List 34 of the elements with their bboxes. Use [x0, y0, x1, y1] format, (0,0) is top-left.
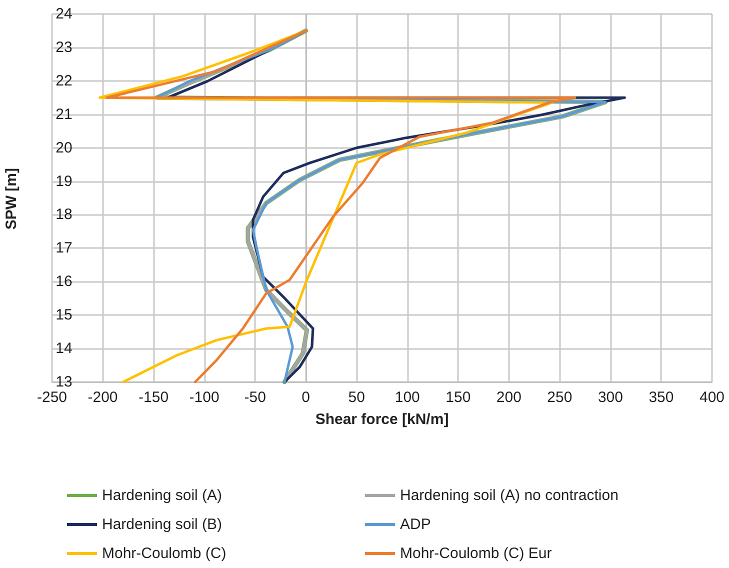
y-tick-label: 24	[56, 6, 72, 22]
x-tick-label: 300	[598, 389, 623, 406]
x-tick-label: 200	[496, 389, 522, 406]
x-tick-label: 400	[699, 389, 725, 406]
x-tick-label: 50	[348, 389, 365, 406]
x-tick-label: 350	[648, 389, 674, 406]
y-tick-label: 19	[56, 172, 72, 190]
legend-label: ADP	[400, 516, 431, 533]
y-tick-label: 23	[56, 38, 72, 56]
y-tick-label: 15	[56, 306, 72, 324]
x-tick-label: 150	[446, 389, 471, 406]
x-axis-title: Shear force [kN/m]	[315, 411, 449, 428]
x-tick-label: -150	[138, 389, 169, 406]
y-tick-label: 22	[56, 72, 72, 90]
y-tick-label: 13	[56, 374, 72, 390]
x-tick-label: -200	[88, 389, 118, 406]
legend-label: Mohr-Coulomb (C)	[102, 545, 226, 562]
y-tick-label: 17	[56, 240, 72, 257]
legend-label: Hardening soil (B)	[102, 516, 222, 533]
y-tick-label: 21	[56, 106, 72, 123]
y-tick-label: 14	[56, 340, 72, 358]
y-tick-label: 20	[56, 139, 72, 156]
legend-label: Hardening soil (A) no contraction	[400, 487, 618, 504]
x-tick-label: -250	[36, 389, 68, 406]
y-tick-label: 18	[56, 206, 72, 224]
x-tick-label: 250	[547, 389, 572, 406]
legend-label: Hardening soil (A)	[102, 487, 222, 504]
x-tick-label: -100	[189, 389, 220, 406]
x-tick-label: -50	[244, 389, 266, 406]
y-tick-label: 16	[56, 273, 72, 290]
legend-label: Mohr-Coulomb (C) Eur	[400, 545, 552, 562]
y-axis-title: SPW [m]	[3, 168, 20, 230]
x-tick-label: 0	[302, 389, 310, 406]
x-tick-label: 100	[394, 389, 420, 406]
